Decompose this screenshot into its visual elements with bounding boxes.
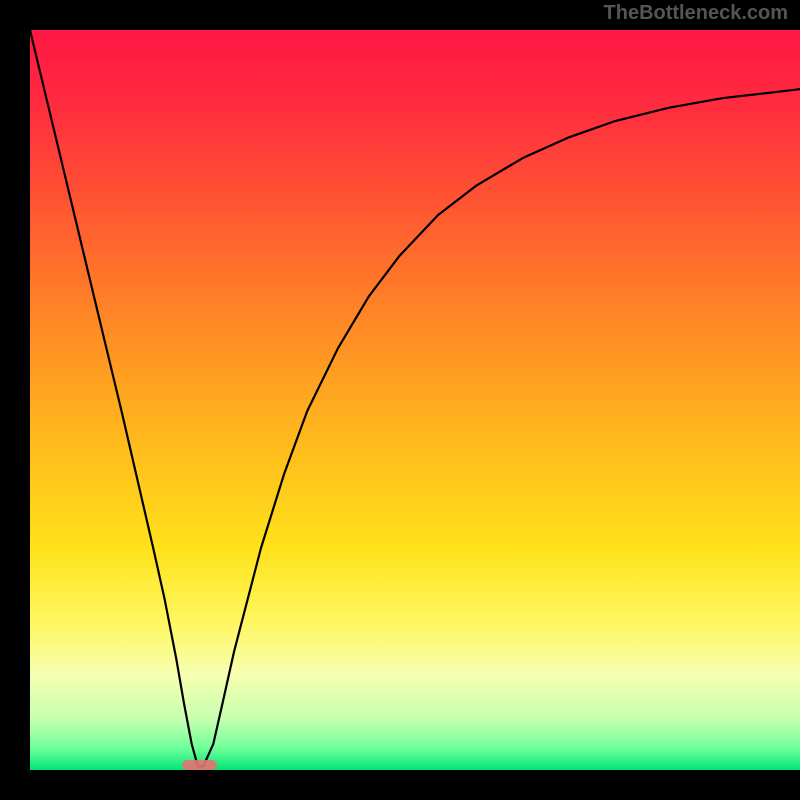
- attribution-text: TheBottleneck.com: [604, 2, 788, 25]
- bottleneck-curve: [30, 30, 800, 770]
- chart-container: { "attribution": { "text": "TheBottlenec…: [0, 0, 800, 800]
- plot-area: [30, 30, 800, 770]
- optimal-zone-marker: [182, 760, 217, 770]
